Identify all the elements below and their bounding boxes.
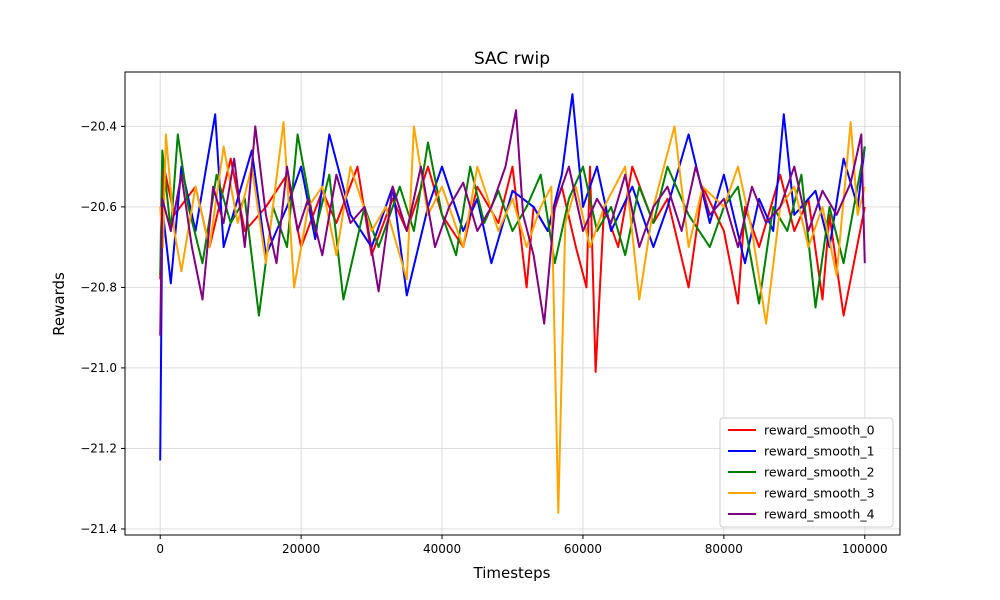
legend-label-3: reward_smooth_3 [764,486,875,501]
x-axis-ticks: 0 20000 40000 60000 80000 100000 [156,535,888,556]
series-line-3 [159,121,866,514]
legend-label-2: reward_smooth_2 [764,465,875,480]
x-tick-label: 40000 [423,542,461,556]
legend-box [719,417,894,528]
series-lines [159,93,866,514]
legend: reward_smooth_0 reward_smooth_1 reward_smo… [719,417,894,528]
x-tick-label: 80000 [705,542,743,556]
legend-label-1: reward_smooth_1 [764,444,875,459]
x-tick-label: 60000 [564,542,602,556]
legend-label-0: reward_smooth_0 [764,423,875,438]
x-tick-label: 20000 [282,542,320,556]
series-line-4 [159,109,866,336]
y-axis-ticks: −21.4 −21.2 −21.0 −20.8 −20.6 −20.4 [80,119,125,536]
x-tick-label: 0 [156,542,164,556]
x-axis-label: Timesteps [473,564,551,582]
y-tick-label: −21.0 [80,361,117,375]
y-tick-label: −20.6 [80,200,117,214]
plot-frame [124,71,901,536]
legend-label-4: reward_smooth_4 [764,507,875,522]
y-tick-label: −20.8 [80,280,117,294]
series-line-1 [159,93,866,461]
x-tick-label: 100000 [842,542,888,556]
y-axis-label: Rewards [50,272,68,336]
y-tick-label: −21.4 [80,522,117,536]
y-tick-label: −21.2 [80,441,117,455]
y-tick-label: −20.4 [80,119,117,133]
chart-title: SAC rwip [474,49,550,69]
